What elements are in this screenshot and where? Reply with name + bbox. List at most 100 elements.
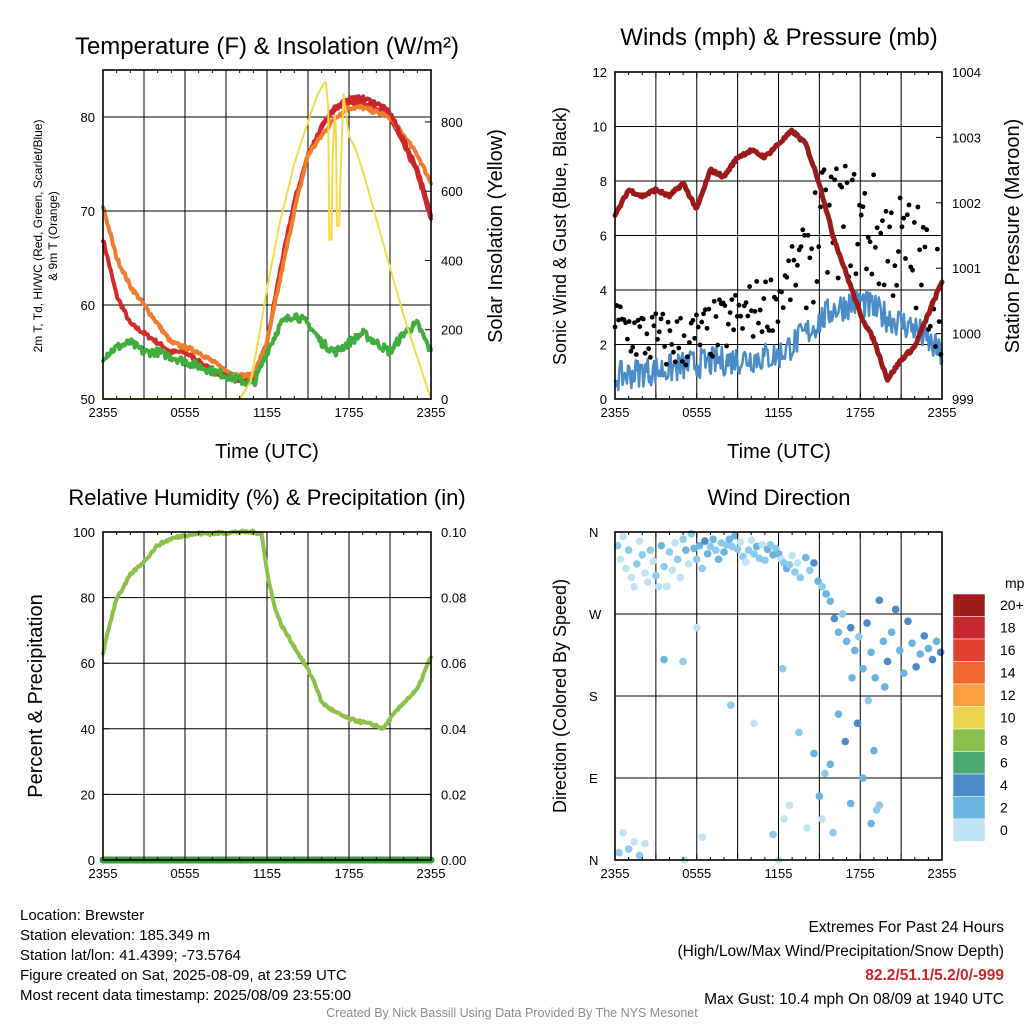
gust-point xyxy=(678,315,683,321)
temperature-series xyxy=(101,80,433,400)
gust-point xyxy=(630,344,636,350)
gust-point xyxy=(871,172,877,178)
direction-point xyxy=(834,710,843,719)
direction-point xyxy=(932,637,941,646)
gust-point xyxy=(717,297,722,303)
x-tick-label: 1755 xyxy=(846,405,875,420)
direction-point xyxy=(706,542,715,551)
gust-point xyxy=(835,275,841,281)
gust-point xyxy=(683,362,689,368)
gust-point xyxy=(810,299,816,305)
gust-point xyxy=(656,329,662,335)
direction-grid xyxy=(615,532,942,860)
gust-point xyxy=(818,204,823,210)
station-info: Location: Brewster Station elevation: 18… xyxy=(20,906,351,1006)
winds-xlabel: Time (UTC) xyxy=(727,441,831,463)
direction-point xyxy=(846,623,855,632)
colorbar-swatch xyxy=(952,796,986,820)
credit-line: Created By Nick Bassill Using Data Provi… xyxy=(326,1006,698,1020)
gust-point xyxy=(733,292,738,298)
x-tick-label: 2355 xyxy=(601,866,630,881)
x-tick-label: 0555 xyxy=(682,405,711,420)
direction-point xyxy=(908,639,916,647)
direction-point xyxy=(714,555,723,564)
temperature-grid xyxy=(103,70,431,399)
direction-point xyxy=(624,546,633,555)
gust-point xyxy=(649,314,655,320)
colorbar-label: 14 xyxy=(1000,665,1016,681)
x-tick-label: 2355 xyxy=(928,405,957,420)
direction-point xyxy=(643,578,652,586)
y2-tick-label: 0.10 xyxy=(441,525,466,540)
direction-point xyxy=(624,845,633,853)
direction-point xyxy=(649,557,657,565)
gust-point xyxy=(773,296,779,302)
y-tick-label: 60 xyxy=(81,656,95,671)
x-tick-label: 1155 xyxy=(765,866,793,881)
y-tick-label: 100 xyxy=(73,525,95,540)
direction-point xyxy=(736,538,745,546)
gust-point xyxy=(862,190,868,196)
colorbar-swatch xyxy=(952,818,986,842)
direction-point xyxy=(750,550,758,558)
direction-point xyxy=(725,535,734,544)
direction-point xyxy=(822,590,830,598)
direction-point xyxy=(619,828,627,837)
gust-point xyxy=(632,320,637,326)
y2-tick-label: 1000 xyxy=(952,327,981,342)
gust-point xyxy=(761,296,767,301)
direction-point xyxy=(810,749,818,758)
y2-tick-label: 1002 xyxy=(952,196,981,211)
temperature-ylabel-line2: & 9m T (Orange) xyxy=(46,191,60,281)
gust-point xyxy=(795,262,800,268)
direction-point xyxy=(613,541,622,550)
direction-point xyxy=(842,637,851,646)
direction-point xyxy=(928,655,937,664)
direction-point xyxy=(709,535,717,544)
gust-point xyxy=(887,224,892,230)
direction-point xyxy=(916,650,924,658)
direction-point xyxy=(818,815,826,823)
gust-point xyxy=(702,307,708,313)
gust-point xyxy=(867,239,873,245)
direction-point xyxy=(871,673,880,682)
gust-point xyxy=(936,319,942,325)
x-tick-label: 2355 xyxy=(417,866,446,881)
humidity-panel: Relative Humidity (%) & Precipitation (i… xyxy=(25,485,466,881)
colorbar-label: 12 xyxy=(1000,687,1016,703)
temperature-ticks: 2355 0555 1155 1755 235550607080020040060080… xyxy=(81,70,463,420)
direction-point xyxy=(859,774,867,782)
gust-point xyxy=(793,282,799,288)
colorbar-unit: mph xyxy=(1005,575,1024,591)
gust-point xyxy=(669,342,675,347)
direction-series xyxy=(613,530,945,864)
direction-point xyxy=(867,648,875,657)
direction-point xyxy=(665,548,674,556)
gust-point xyxy=(933,344,938,349)
direction-point xyxy=(744,546,753,555)
y-tick-label: 12 xyxy=(593,65,607,80)
direction-point xyxy=(788,551,796,560)
gust-point xyxy=(768,277,774,283)
direction-point xyxy=(853,719,862,728)
colorbar-swatch xyxy=(952,773,986,797)
direction-point xyxy=(654,582,663,591)
gust-point xyxy=(924,227,930,233)
direction-point xyxy=(814,577,822,585)
colorbar-label: 8 xyxy=(1000,732,1008,748)
gust-point xyxy=(747,284,753,289)
direction-point xyxy=(879,637,888,646)
gust-point xyxy=(922,244,928,250)
direction-point xyxy=(687,530,696,538)
direction-point xyxy=(733,545,742,554)
direction-point xyxy=(761,556,769,565)
gust-point xyxy=(736,302,742,308)
gust-point xyxy=(770,328,776,334)
x-tick-label: 1755 xyxy=(846,866,875,881)
direction-point xyxy=(780,815,788,823)
gust-point xyxy=(701,311,706,317)
colorbar-swatch xyxy=(952,616,986,640)
direction-point xyxy=(682,546,690,555)
direction-point xyxy=(698,564,706,573)
